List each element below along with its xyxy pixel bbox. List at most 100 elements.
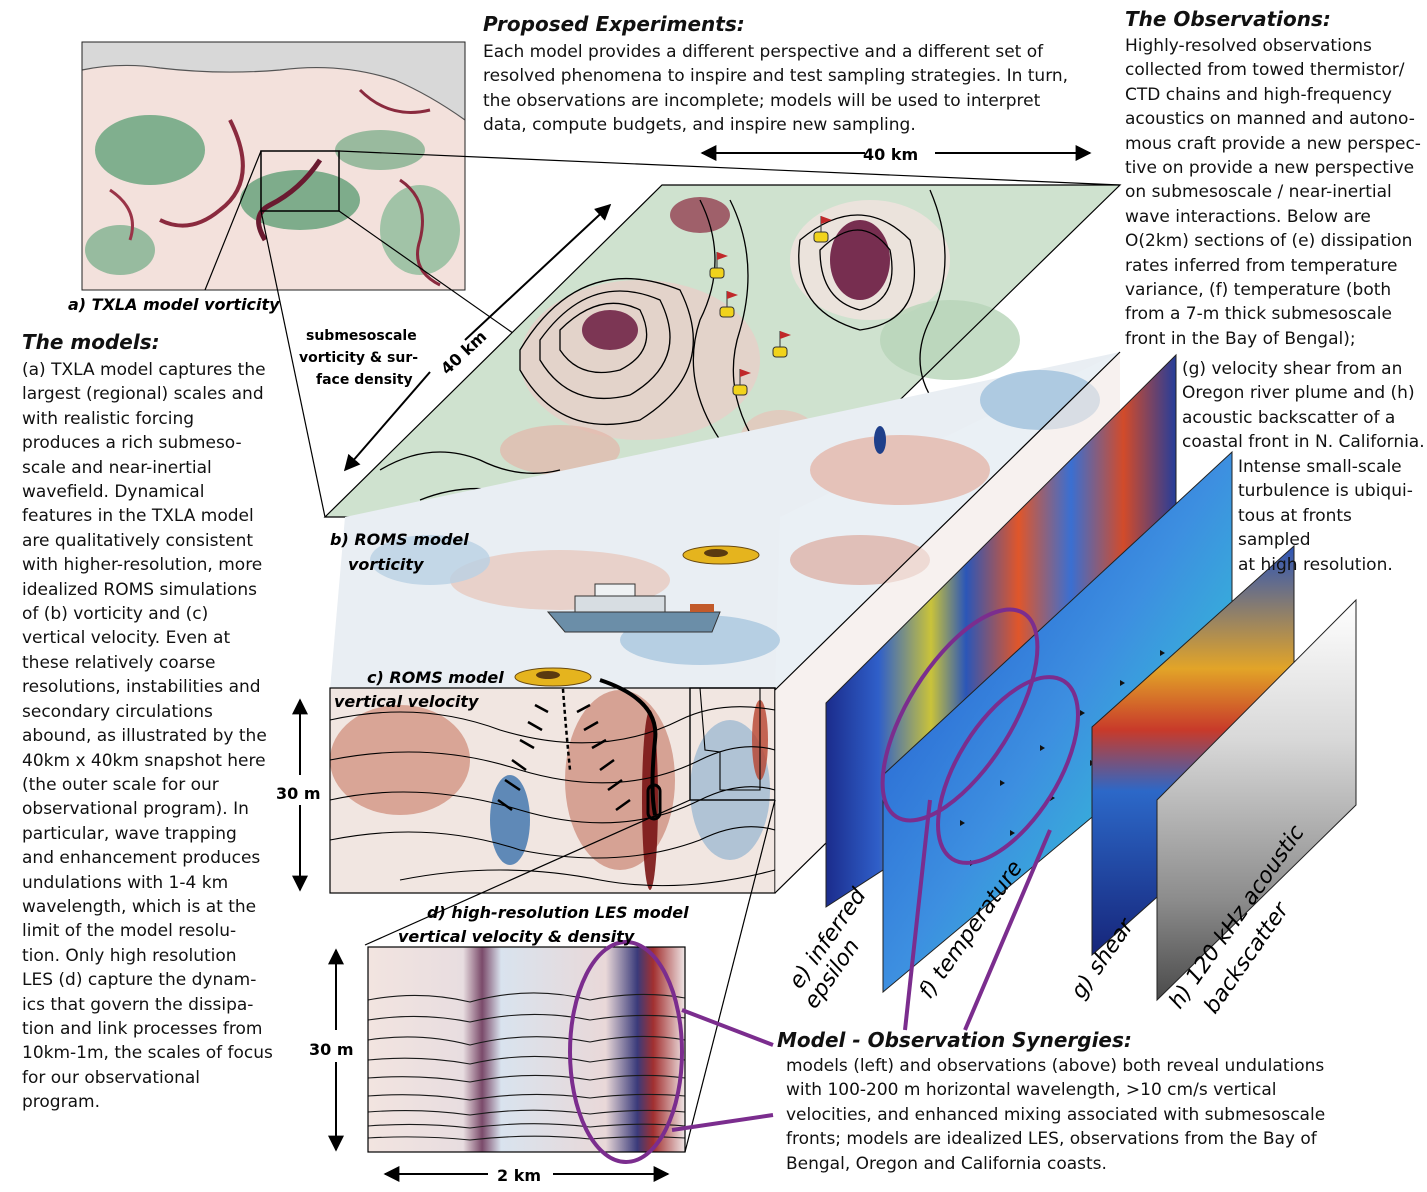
synergies-line: models (left) and observations (above) b… (786, 1056, 1325, 1076)
autonomous-boat-1 (682, 545, 760, 565)
obs-line: front in the Bay of Bengal); (1125, 328, 1356, 349)
roms-velocity-panel (329, 674, 776, 894)
temperature-highlight-ellipse (936, 675, 1080, 865)
obs-line: O(2km) sections of (e) dissipation (1125, 231, 1413, 252)
models-line: 10km-1m, the scales of focus (22, 1043, 273, 1064)
obs-line: acoustics on manned and autono- (1125, 109, 1415, 130)
obs-line: on submesoscale / near-inertial (1125, 182, 1392, 203)
models-line: for our observational (22, 1067, 201, 1088)
scale-top-label: 40 km (863, 145, 918, 164)
caption-d1: d) high-resolution LES model (427, 903, 689, 922)
models-line: (the outer scale for our (22, 774, 219, 795)
scale-depth2-label: 30 m (309, 1040, 354, 1059)
research-ship (546, 583, 721, 633)
obs-line: acoustic backscatter of a (1182, 407, 1396, 428)
buoy-markers (709, 216, 832, 396)
models-line: limit of the model resolu- (22, 921, 237, 942)
models-line: resolutions, instabilities and (22, 677, 261, 698)
observations-title: The Observations: (1125, 7, 1331, 31)
obs-line: tive on provide a new perspective (1125, 158, 1415, 179)
synergies-line: with 100-200 m horizontal wavelength, >1… (786, 1080, 1277, 1101)
synergy-highlights (568, 607, 1080, 1164)
obs-line: turbulence is ubiqui- (1238, 481, 1413, 502)
caption-b2: vorticity (348, 555, 424, 574)
submeso-label-1: submesoscale (306, 328, 417, 344)
obs-line: (g) velocity shear from an (1182, 359, 1403, 379)
observations-text-3: Intense small-scale turbulence is ubiqui… (1238, 455, 1427, 577)
les-panel (367, 946, 686, 1153)
synergies-title: Model - Observation Synergies: (777, 1028, 1132, 1052)
obs-line: at high resolution. (1238, 554, 1393, 575)
models-line: produces a rich submeso- (22, 433, 242, 454)
proposed-text: Each model provides a different perspect… (483, 40, 1083, 138)
models-line: largest (regional) scales and (22, 384, 264, 405)
epsilon-highlight-ellipse (880, 607, 1040, 823)
caption-a: a) TXLA model vorticity (68, 295, 280, 314)
autonomous-boat-2 (514, 667, 592, 687)
proposed-line: Each model provides a different perspect… (483, 42, 1044, 62)
models-line: features in the TXLA model (22, 506, 254, 527)
connector-lines (204, 150, 1121, 518)
synergies-line: fronts; models are idealized LES, observ… (786, 1129, 1317, 1150)
observations-text-2: (g) velocity shear from an Oregon river … (1182, 357, 1427, 455)
roms-vorticity-panel (323, 184, 1122, 518)
models-line: undulations with 1-4 km (22, 872, 229, 893)
scale-bottom-label: 2 km (497, 1166, 541, 1185)
models-line: of (b) vorticity and (c) (22, 604, 209, 625)
models-line: tion. Only high resolution (22, 945, 237, 966)
txla-panel (81, 41, 466, 291)
caption-c1: c) ROMS model (367, 668, 504, 687)
obs-line: Highly-resolved observations (1125, 36, 1372, 56)
models-line: program. (22, 1092, 100, 1113)
models-line: and enhancement produces (22, 848, 261, 869)
models-line: with realistic forcing (22, 408, 195, 429)
obs-line: coastal front in N. California. (1182, 432, 1425, 453)
scale-arrows (292, 145, 1092, 1182)
models-line: wavefield. Dynamical (22, 482, 205, 503)
cable-and-beams (497, 674, 662, 821)
submeso-label-2: vorticity & sur- (299, 350, 418, 366)
obs-line: mous craft provide a new perspec- (1125, 133, 1421, 154)
observations-text: Highly-resolved observations collected f… (1125, 34, 1425, 351)
buoy-5 (732, 369, 751, 396)
caption-d2: vertical velocity & density (398, 927, 635, 946)
obs-line: rates inferred from temperature (1125, 255, 1398, 276)
models-line: these relatively coarse (22, 652, 216, 673)
proposed-title: Proposed Experiments: (483, 12, 745, 36)
models-line: particular, wave trapping (22, 823, 237, 844)
models-line: abound, as illustrated by the (22, 726, 267, 747)
les-connector (364, 799, 776, 1153)
synergies-line: Bengal, Oregon and California coasts. (786, 1153, 1107, 1174)
submeso-label-3: face density (316, 372, 413, 388)
models-line: with higher-resolution, more (22, 555, 263, 576)
obs-line: variance, (f) temperature (both (1125, 280, 1392, 301)
buoy-3 (813, 216, 832, 243)
les-highlight-ellipse (568, 940, 684, 1164)
models-line: (a) TXLA model captures the (22, 360, 266, 380)
models-line: vertical velocity. Even at (22, 628, 231, 649)
models-line: idealized ROMS simulations (22, 579, 257, 600)
obs-line: CTD chains and high-frequency (1125, 84, 1392, 105)
obs-line: from a 7-m thick submesoscale (1125, 304, 1392, 325)
models-line: scale and near-inertial (22, 457, 212, 478)
caption-c2: vertical velocity (334, 692, 479, 711)
obs-line: tous at fronts sampled (1238, 505, 1352, 551)
models-line: secondary circulations (22, 701, 213, 722)
models-text: (a) TXLA model captures the largest (reg… (22, 358, 277, 1115)
obs-h-backscatter (1156, 598, 1357, 1002)
obs-line: Intense small-scale (1238, 457, 1402, 477)
models-title: The models: (22, 330, 160, 354)
proposed-line: the observations are incomplete; models … (483, 90, 1041, 111)
proposed-line: data, compute budgets, and inspire new s… (483, 115, 916, 136)
caption-b1: b) ROMS model (330, 530, 469, 549)
models-line: ics that govern the dissipa- (22, 994, 254, 1015)
models-line: LES (d) capture the dynam- (22, 970, 257, 991)
synergies-text: models (left) and observations (above) b… (786, 1054, 1426, 1176)
proposed-line: resolved phenomena to inspire and test s… (483, 66, 1069, 87)
models-line: observational program). In (22, 799, 249, 820)
obs-line: collected from towed thermistor/ (1125, 60, 1405, 81)
models-line: wavelength, which is at the (22, 896, 257, 917)
buoy-2 (719, 291, 738, 318)
buoy-4 (772, 331, 791, 358)
